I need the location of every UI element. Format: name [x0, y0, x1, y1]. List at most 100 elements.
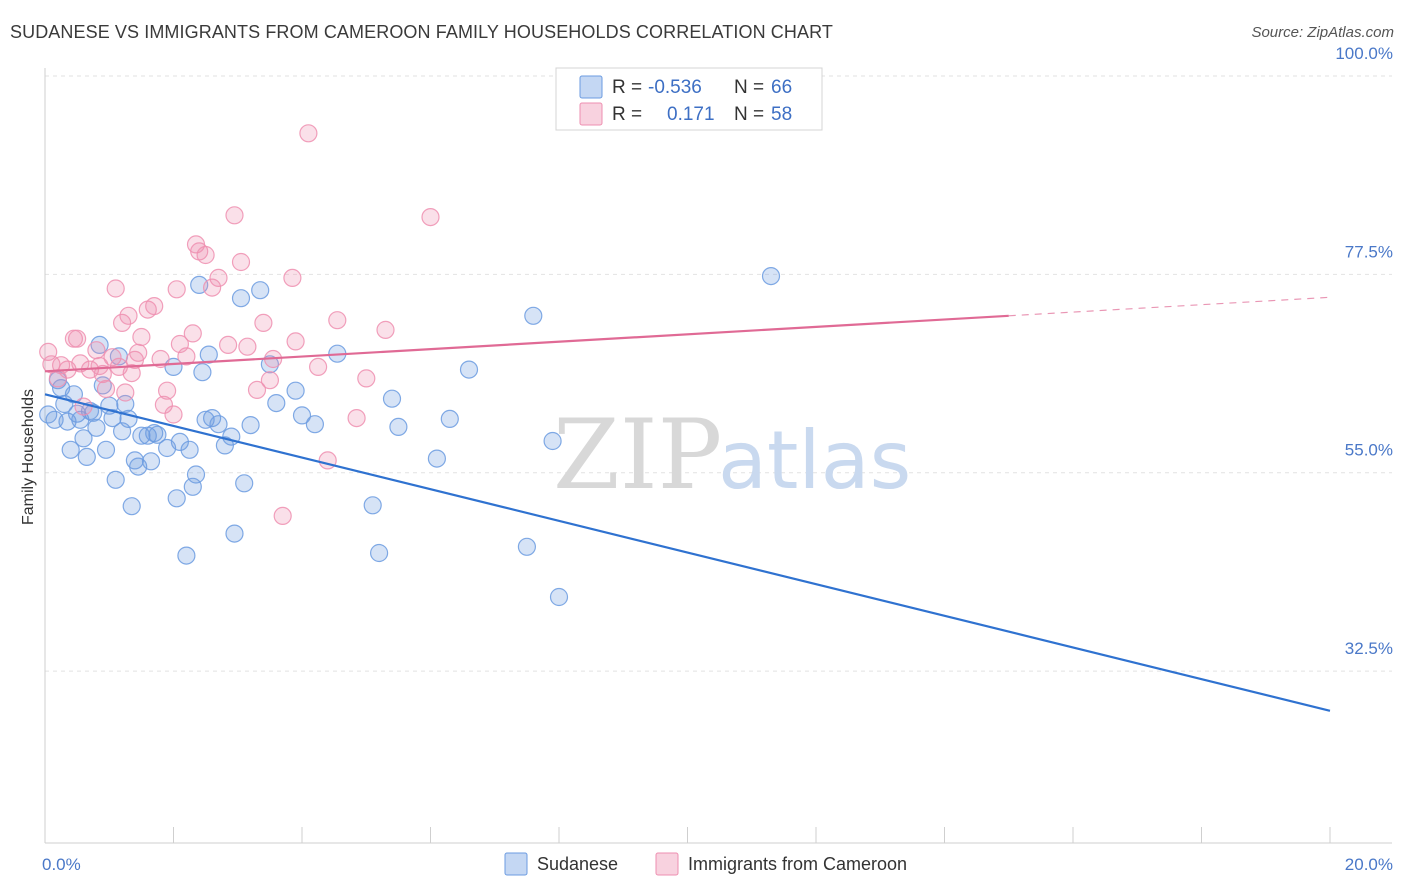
data-point — [154, 395, 173, 414]
data-point — [238, 337, 257, 356]
data-point — [203, 278, 222, 297]
data-point — [71, 354, 90, 373]
data-point — [151, 349, 170, 369]
trend-line-1 — [44, 314, 1009, 373]
data-point — [67, 329, 87, 348]
y-axis-label: Family Households — [20, 389, 37, 525]
chart-title: SUDANESE VS IMMIGRANTS FROM CAMEROON FAM… — [10, 22, 833, 42]
series-legend-swatch-sudanese — [504, 852, 528, 876]
data-point — [145, 424, 164, 443]
series-0-points — [39, 267, 781, 607]
data-point — [74, 397, 93, 416]
series-legend-swatch-cameroon — [655, 852, 679, 876]
data-point — [119, 306, 138, 325]
gridlines — [45, 75, 1392, 672]
y-tick-label-1: 77.5% — [1345, 242, 1393, 261]
data-point — [180, 440, 199, 459]
data-point — [177, 546, 196, 565]
series-legend-label-cameroon: Immigrants from Cameroon — [688, 854, 907, 874]
data-point — [90, 335, 109, 354]
data-point — [543, 431, 562, 451]
y-tick-label-2: 55.0% — [1345, 441, 1393, 460]
data-point — [305, 415, 324, 434]
data-point — [103, 409, 122, 428]
legend-n-label-cameroon: N = — [734, 104, 764, 125]
data-point — [328, 311, 347, 330]
data-point — [96, 440, 116, 459]
data-point — [193, 363, 212, 382]
legend-n-value-cameroon: 58 — [771, 104, 792, 125]
data-point — [167, 489, 186, 508]
data-point — [370, 543, 389, 563]
data-point — [517, 537, 537, 556]
data-point — [363, 496, 382, 515]
data-point — [761, 267, 781, 286]
legend-r-label-cameroon: R = — [612, 104, 642, 125]
watermark-atlas: atlas — [718, 414, 911, 507]
data-point — [440, 409, 459, 428]
data-point — [183, 324, 202, 343]
data-point — [186, 465, 206, 484]
stats-legend: R = -0.536 N = 66 R = 0.171 N = 58 — [555, 67, 823, 131]
data-point — [376, 320, 395, 339]
data-point — [267, 394, 286, 413]
data-point — [225, 206, 244, 225]
data-point — [77, 447, 96, 466]
data-point — [87, 341, 106, 360]
legend-box — [555, 67, 823, 131]
y-tick-label-3: 32.5% — [1345, 639, 1393, 658]
tick-labels: 100.0% 77.5% 55.0% 32.5% 0.0% 20.0% — [42, 44, 1393, 874]
data-point — [421, 208, 440, 227]
legend-r-label-sudanese: R = — [612, 77, 642, 98]
data-point — [273, 506, 292, 526]
data-point — [164, 405, 183, 424]
legend-n-label-sudanese: N = — [734, 77, 764, 98]
data-point — [283, 268, 302, 287]
data-point — [74, 429, 93, 448]
series-legend-label-sudanese: Sudanese — [537, 854, 618, 874]
data-point — [260, 371, 279, 390]
data-point — [254, 313, 273, 332]
data-point — [64, 385, 84, 404]
data-point — [219, 335, 238, 354]
data-point — [158, 381, 177, 400]
legend-swatch-cameroon — [579, 102, 603, 126]
data-point — [309, 357, 328, 376]
source-label: Source: ZipAtlas.com — [1251, 24, 1394, 41]
trend-line-extension-1 — [1008, 296, 1331, 317]
data-point — [459, 360, 479, 379]
data-point — [145, 297, 164, 316]
data-point — [209, 415, 228, 434]
data-point — [292, 406, 312, 425]
data-point — [87, 418, 106, 437]
y-tick-label-0: 100.0% — [1335, 44, 1393, 63]
data-point — [84, 403, 103, 422]
data-point — [389, 417, 408, 436]
series-legend: Sudanese Immigrants from Cameroon — [504, 852, 907, 876]
data-point — [235, 474, 254, 493]
data-point — [260, 355, 279, 374]
series-1-points — [39, 124, 440, 526]
data-point — [199, 345, 218, 364]
data-point — [116, 383, 135, 402]
data-point — [61, 440, 80, 459]
legend-swatch-sudanese — [579, 75, 603, 99]
data-point — [122, 497, 141, 516]
data-point — [106, 279, 125, 298]
data-point — [103, 348, 122, 367]
data-point — [231, 289, 251, 308]
data-point — [382, 389, 402, 408]
data-point — [299, 124, 318, 143]
data-point — [247, 380, 267, 399]
data-point — [357, 369, 376, 388]
data-point — [524, 306, 543, 325]
data-point — [549, 587, 569, 607]
legend-r-value-sudanese: -0.536 — [648, 77, 702, 98]
trend-line-0 — [44, 393, 1331, 712]
data-point — [96, 379, 116, 399]
watermark-zip: ZIP — [553, 399, 722, 511]
data-point — [251, 281, 270, 300]
data-point — [241, 416, 260, 435]
watermark: ZIP atlas — [553, 399, 911, 511]
